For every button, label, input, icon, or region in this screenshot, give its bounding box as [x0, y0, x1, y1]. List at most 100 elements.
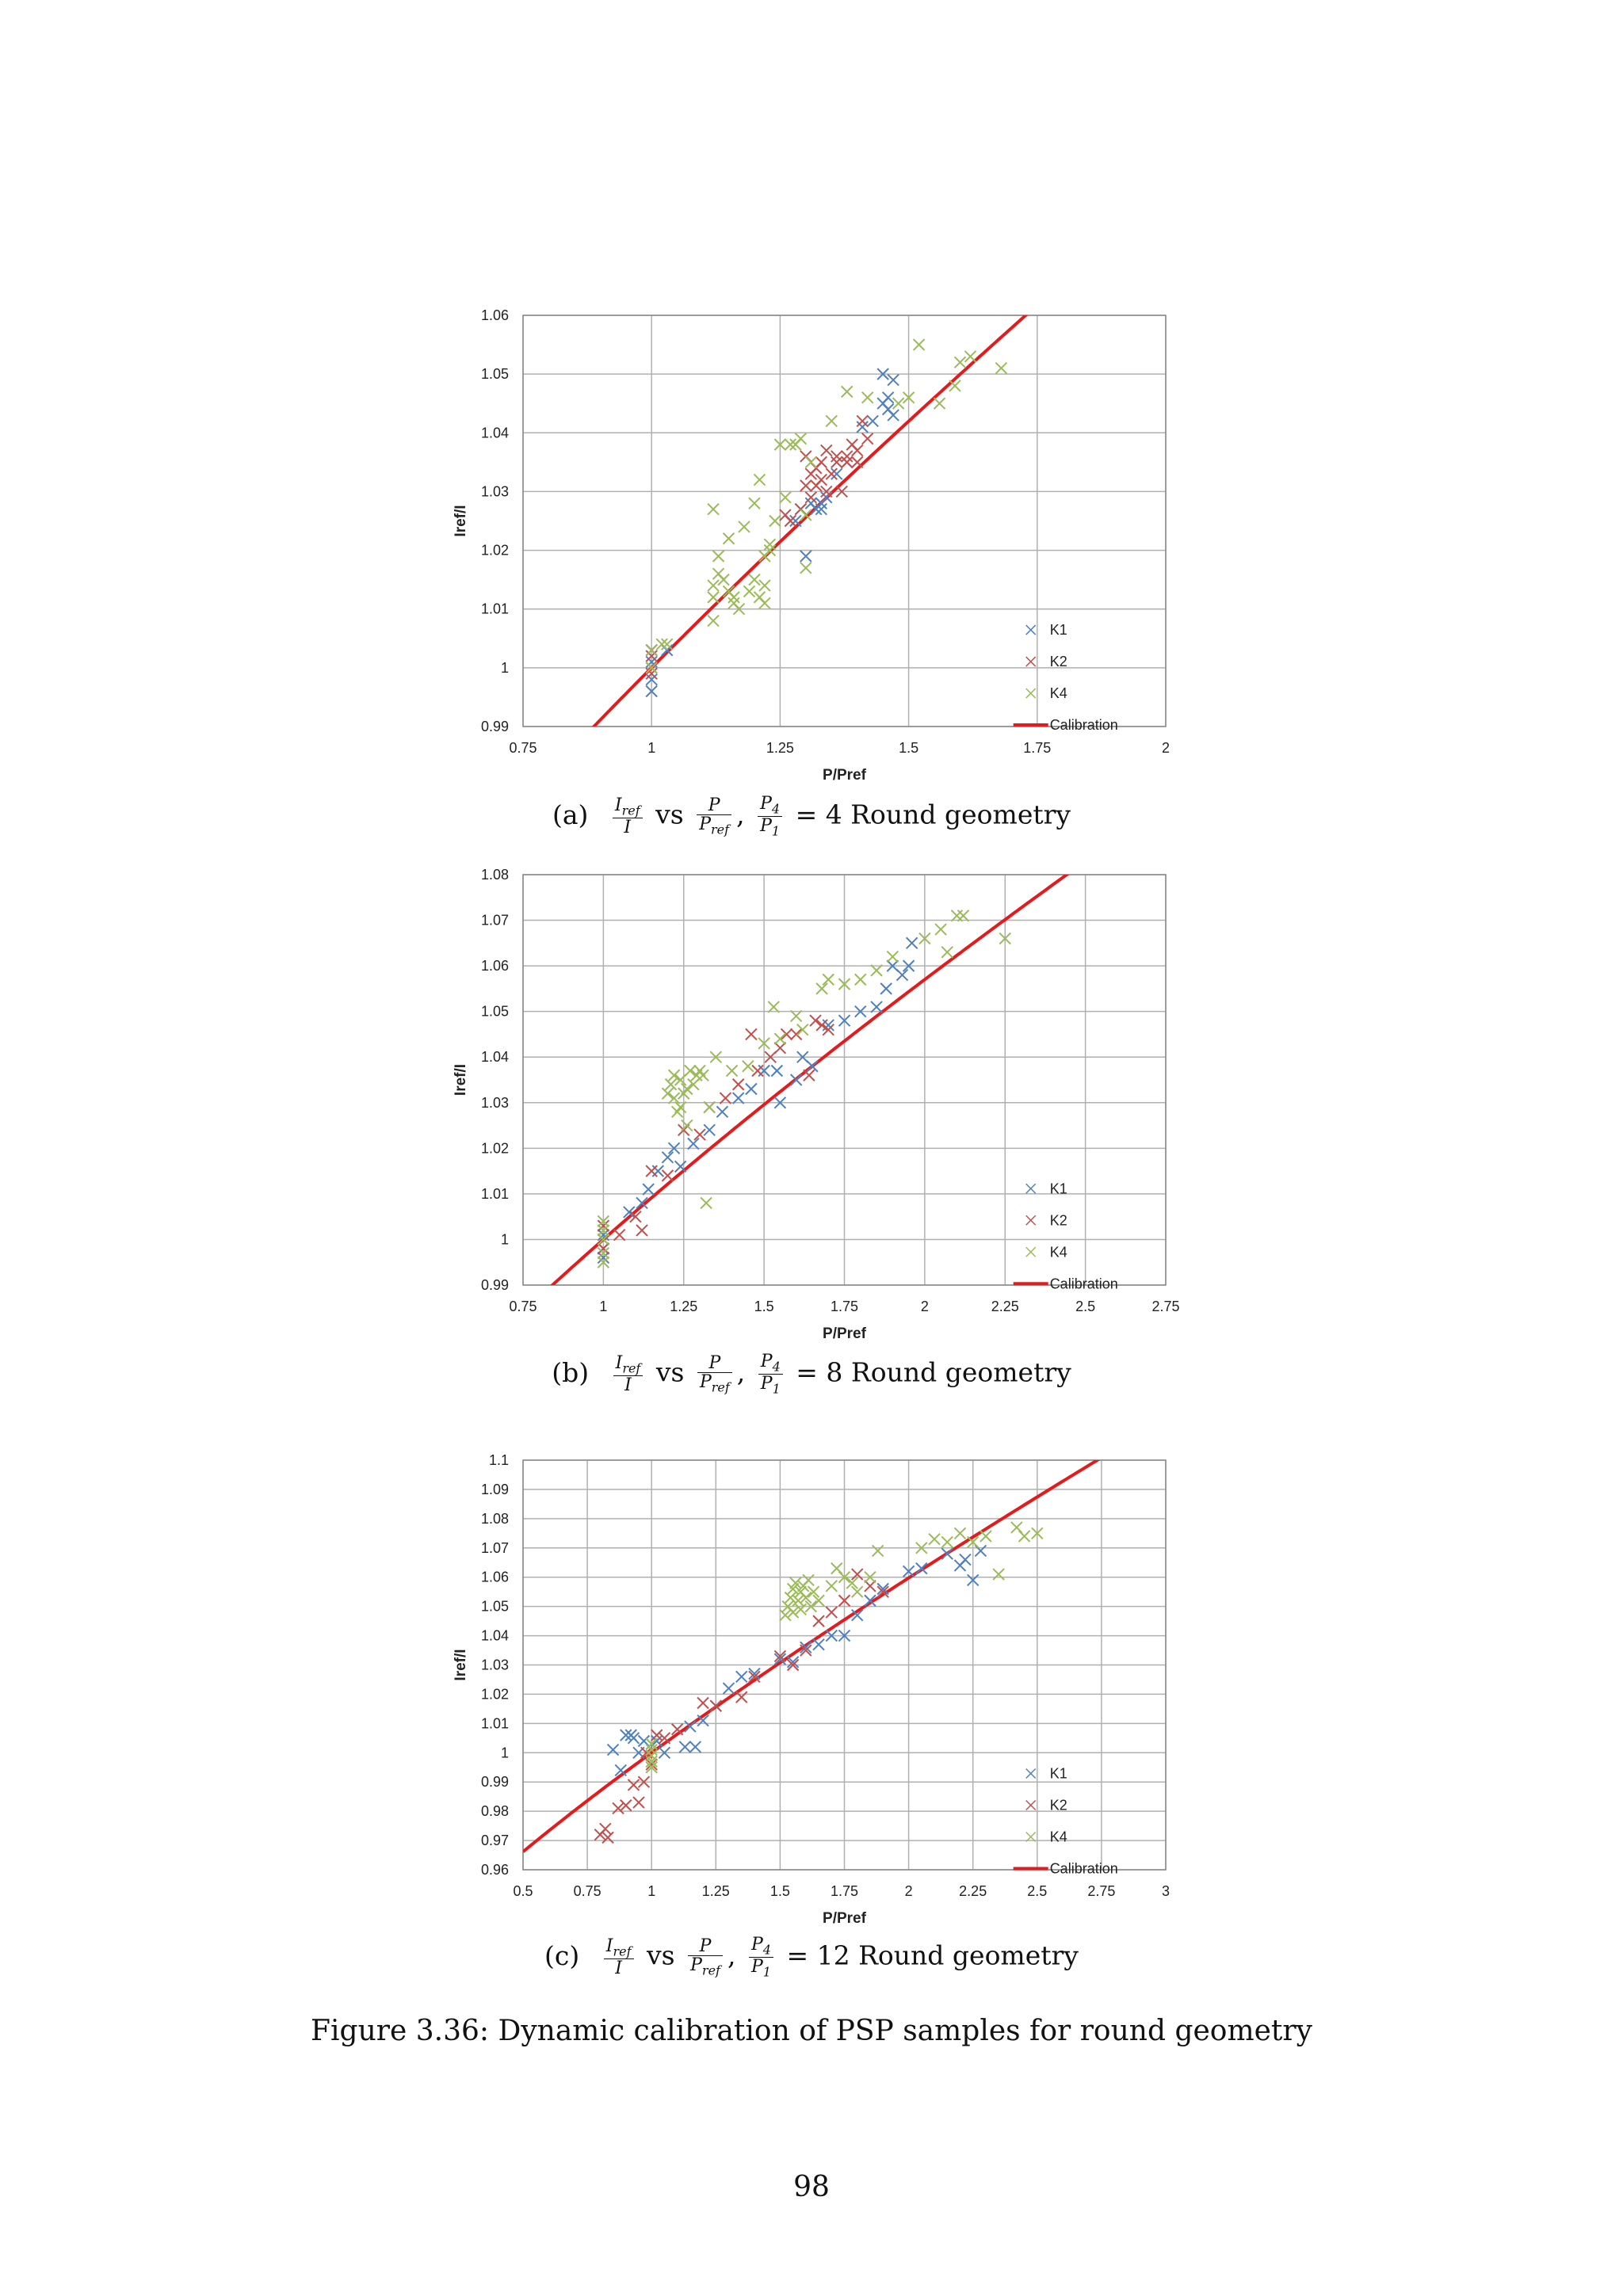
x-axis-label: P/Pref — [823, 1325, 867, 1342]
point-stroke — [614, 1764, 627, 1777]
y-tick-label: 0.98 — [481, 1803, 509, 1819]
point-stroke — [804, 456, 818, 469]
point-stroke — [896, 968, 909, 982]
caption-a-frac3-num: P — [760, 794, 772, 814]
point-k4 — [645, 1755, 658, 1768]
point-stroke — [709, 1699, 723, 1712]
point-k1 — [773, 1653, 787, 1665]
point-k2 — [731, 1078, 745, 1091]
point-stroke — [786, 1658, 800, 1672]
point-stroke — [693, 1064, 706, 1077]
point-stroke — [689, 1741, 702, 1753]
point-stroke — [864, 1580, 876, 1592]
point-k2 — [693, 1128, 706, 1141]
point-k1 — [876, 397, 889, 410]
point-k1 — [645, 673, 658, 686]
point-k2 — [620, 1799, 632, 1812]
point-stroke — [732, 603, 746, 616]
point-k4 — [789, 1009, 803, 1023]
point-k1 — [820, 491, 833, 504]
point-k2 — [789, 1028, 803, 1041]
point-stroke — [800, 479, 812, 492]
point-k2 — [645, 1165, 658, 1177]
point-k4 — [707, 579, 720, 592]
point-k2 — [645, 650, 658, 662]
point-k4 — [825, 414, 838, 428]
point-k1 — [687, 1137, 700, 1150]
point-stroke — [820, 485, 833, 498]
point-stroke — [835, 485, 848, 498]
y-tick-label: 1.01 — [481, 601, 509, 617]
point-k4 — [779, 491, 792, 504]
point-k4 — [841, 385, 854, 399]
caption-c-frac1-num: I — [605, 1936, 613, 1957]
point-k4 — [915, 1542, 928, 1554]
point-k1 — [651, 1165, 665, 1177]
caption-b: (b) Iref I vs P Pref, P4 P1 = 8 Round geome… — [552, 1352, 1071, 1397]
caption-a-frac3: P4 P1 — [758, 794, 783, 838]
point-k2 — [815, 1019, 828, 1032]
point-stroke — [802, 1573, 815, 1587]
caption-c: (c) Iref I vs P Pref, P4 P1 = 12 Round geom… — [544, 1935, 1079, 1980]
point-k2 — [820, 444, 833, 457]
point-k1 — [896, 968, 909, 982]
point-k1 — [796, 1051, 809, 1063]
point-stroke — [627, 1779, 640, 1791]
point-stroke — [928, 1533, 941, 1546]
point-stroke — [815, 456, 828, 469]
point-stroke — [645, 643, 658, 657]
point-stroke — [623, 1206, 636, 1219]
figure-caption: Figure 3.36: Dynamic calibration of PSP … — [311, 2015, 1312, 2047]
point-k4 — [738, 521, 750, 533]
x-tick-label: 1 — [647, 1883, 655, 1899]
point-k4 — [667, 1092, 681, 1104]
point-stroke — [763, 543, 777, 557]
point-k1 — [854, 1005, 867, 1018]
point-stroke — [697, 1714, 709, 1727]
point-stroke — [892, 397, 905, 410]
point-k1 — [915, 1562, 928, 1575]
point-stroke — [751, 1064, 764, 1077]
point-stroke — [786, 1656, 800, 1669]
point-stroke — [707, 579, 720, 592]
point-stroke — [866, 414, 879, 428]
caption-b-frac1-num: I — [615, 1353, 623, 1374]
x-tick-label: 2 — [905, 1883, 913, 1899]
y-tick-label: 1.08 — [481, 867, 509, 883]
caption-c-frac3: P4 P1 — [748, 1936, 773, 1979]
point-stroke — [738, 521, 750, 533]
point-stroke — [831, 450, 843, 463]
point-stroke — [748, 1667, 761, 1680]
point-stroke — [748, 497, 761, 509]
point-k4 — [786, 1606, 800, 1619]
point-stroke — [784, 438, 797, 451]
point-stroke — [769, 514, 781, 528]
point-k4 — [697, 1069, 709, 1081]
point-k2 — [597, 1219, 610, 1232]
point-stroke — [812, 1638, 825, 1651]
point-k4 — [660, 638, 674, 650]
point-stroke — [959, 1553, 972, 1566]
legend-label-k2: K2 — [1050, 1212, 1067, 1228]
point-stroke — [645, 655, 658, 669]
x-tick-label: 1.75 — [1023, 740, 1051, 756]
point-k1 — [697, 1714, 709, 1727]
point-stroke — [606, 1743, 620, 1756]
point-stroke — [597, 1251, 610, 1264]
y-tick-label: 1.04 — [481, 425, 509, 441]
point-k2 — [786, 1658, 800, 1672]
legend-label-k4: K4 — [1050, 1829, 1067, 1845]
point-k4 — [597, 1256, 610, 1268]
y-tick-label: 1.05 — [481, 1599, 509, 1615]
point-k2 — [645, 667, 658, 680]
point-k4 — [758, 579, 771, 592]
point-stroke — [597, 1224, 610, 1237]
point-k4 — [861, 391, 874, 404]
point-k4 — [800, 562, 812, 574]
point-stroke — [784, 514, 797, 528]
point-k2 — [861, 432, 874, 445]
point-stroke — [812, 1615, 825, 1627]
point-k4 — [950, 910, 964, 922]
y-tick-label: 1.09 — [481, 1482, 509, 1497]
point-stroke — [870, 1001, 883, 1013]
